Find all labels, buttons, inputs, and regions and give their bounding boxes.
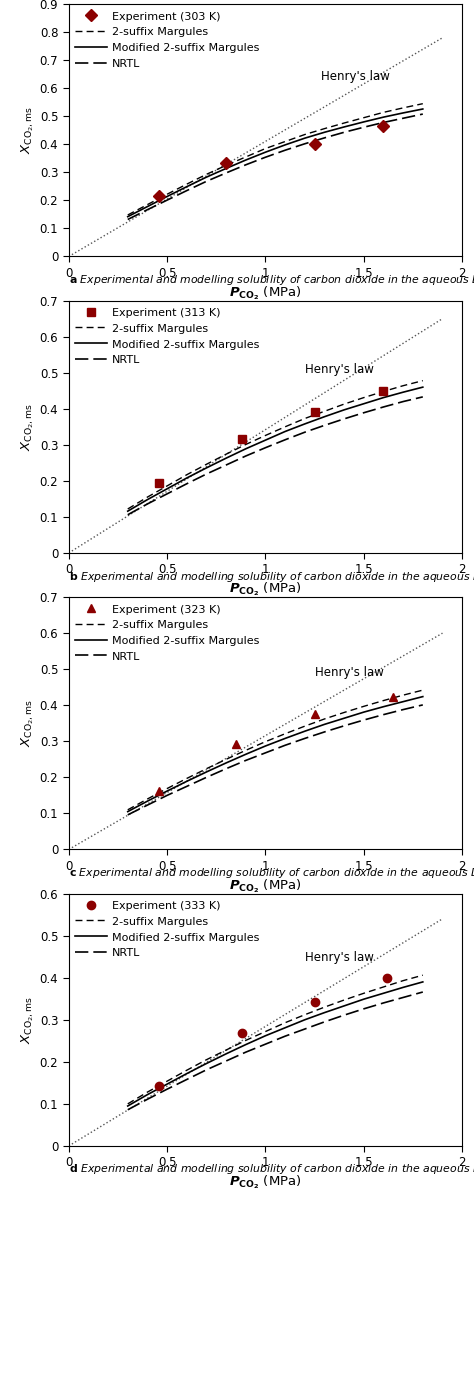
Y-axis label: $X_{\rm{CO_2,ms}}$: $X_{\rm{CO_2,ms}}$ — [19, 699, 36, 747]
Y-axis label: $X_{\rm{CO_2,ms}}$: $X_{\rm{CO_2,ms}}$ — [19, 996, 36, 1044]
Legend: Experiment (303 K), 2-suffix Margules, Modified 2-suffix Margules, NRTL: Experiment (303 K), 2-suffix Margules, M… — [72, 7, 263, 72]
Text: Henry's law: Henry's law — [305, 363, 374, 375]
Legend: Experiment (313 K), 2-suffix Margules, Modified 2-suffix Margules, NRTL: Experiment (313 K), 2-suffix Margules, M… — [72, 303, 263, 368]
Text: $\bf{a}$ Experimental and modelling solubility of carbon dioxide in the aqueous : $\bf{a}$ Experimental and modelling solu… — [69, 273, 474, 287]
Text: $\bf{c}$ Experimental and modelling solubility of carbon dioxide in the aqueous : $\bf{c}$ Experimental and modelling solu… — [69, 866, 474, 880]
Text: $\bf{b}$ Experimental and modelling solubility of carbon dioxide in the aqueous : $\bf{b}$ Experimental and modelling solu… — [69, 570, 474, 583]
X-axis label: $\boldsymbol{P}_{\bf{CO_2}}$ (MPa): $\boldsymbol{P}_{\bf{CO_2}}$ (MPa) — [229, 284, 302, 302]
X-axis label: $\boldsymbol{P}_{\bf{CO_2}}$ (MPa): $\boldsymbol{P}_{\bf{CO_2}}$ (MPa) — [229, 1174, 302, 1191]
Y-axis label: $X_{\rm{CO_2,ms}}$: $X_{\rm{CO_2,ms}}$ — [19, 106, 36, 154]
Text: $\bf{d}$ Experimental and modelling solubility of carbon dioxide in the aqueous : $\bf{d}$ Experimental and modelling solu… — [69, 1162, 474, 1176]
Text: Henry's law: Henry's law — [315, 666, 383, 680]
X-axis label: $\boldsymbol{P}_{\bf{CO_2}}$ (MPa): $\boldsymbol{P}_{\bf{CO_2}}$ (MPa) — [229, 877, 302, 895]
Text: Henry's law: Henry's law — [305, 952, 374, 964]
Legend: Experiment (333 K), 2-suffix Margules, Modified 2-suffix Margules, NRTL: Experiment (333 K), 2-suffix Margules, M… — [72, 896, 263, 961]
Text: Henry's law: Henry's law — [320, 70, 390, 83]
Y-axis label: $X_{\rm{CO_2,ms}}$: $X_{\rm{CO_2,ms}}$ — [19, 403, 36, 451]
X-axis label: $\boldsymbol{P}_{\bf{CO_2}}$ (MPa): $\boldsymbol{P}_{\bf{CO_2}}$ (MPa) — [229, 581, 302, 598]
Legend: Experiment (323 K), 2-suffix Margules, Modified 2-suffix Margules, NRTL: Experiment (323 K), 2-suffix Margules, M… — [72, 600, 263, 665]
